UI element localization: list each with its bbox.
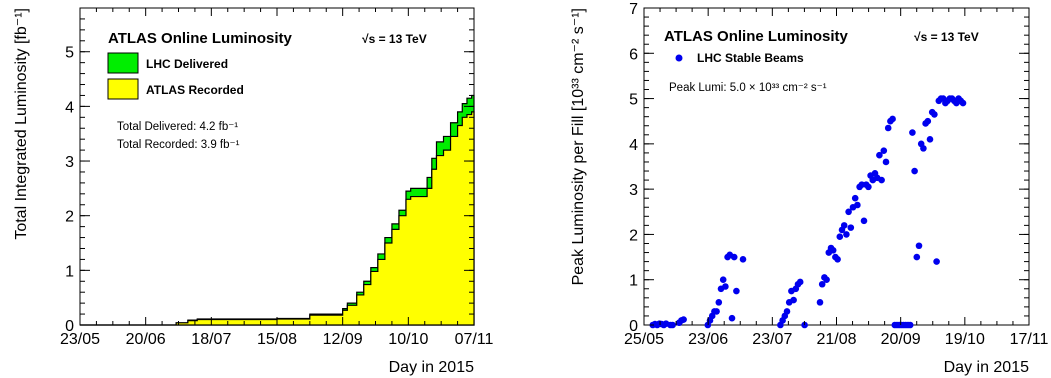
right-x-tick-label: 21/08 xyxy=(816,331,856,348)
legend-swatch-delivered xyxy=(107,52,139,74)
left-axes: 23/05 20/06 18/07 15/08 12/09 10/10 07/11 0 1 2 3 4… xyxy=(60,7,494,348)
legend-swatch-recorded xyxy=(107,78,139,100)
left-y-tick-label: 2 xyxy=(65,209,74,226)
left-y-tick-label: 0 xyxy=(65,318,74,335)
stable-beams-point xyxy=(733,287,740,295)
right-y-tick-label: 6 xyxy=(629,46,638,63)
stable-beams-point xyxy=(713,308,720,315)
left-energy-label: √s = 13 TeV xyxy=(362,32,427,46)
right-y-tick-label: 1 xyxy=(629,273,638,290)
stable-beams-point xyxy=(728,314,736,322)
stable-beams-point xyxy=(836,233,844,240)
left-y-tick-label: 1 xyxy=(65,263,74,280)
stable-beams-point xyxy=(739,256,747,263)
stable-beams-point xyxy=(818,280,826,288)
stable-beams-point xyxy=(906,321,914,329)
stable-beams-point xyxy=(865,183,872,191)
stable-beams-point xyxy=(845,208,852,216)
stable-beams-point xyxy=(931,111,938,118)
stable-beams-point xyxy=(926,136,934,143)
stable-beams-point xyxy=(847,224,855,231)
left-y-tick-label: 3 xyxy=(65,154,74,171)
stable-beams-point xyxy=(840,222,848,229)
right-x-tick-label: 25/05 xyxy=(624,331,664,348)
legend-label-recorded: ATLAS Recorded xyxy=(146,83,244,97)
stable-beams-point xyxy=(854,201,861,209)
right-plot-frame xyxy=(643,7,1030,326)
left-y-tick-label: 4 xyxy=(65,99,74,116)
left-x-tick-label: 10/10 xyxy=(388,331,428,348)
right-x-tick-label: 19/10 xyxy=(945,331,985,348)
left-x-tick-label: 23/05 xyxy=(60,331,100,348)
stable-beams-point xyxy=(959,99,967,107)
recorded-area xyxy=(80,111,475,326)
left-x-axis-title: Day in 2015 xyxy=(389,359,474,376)
stable-beams-point xyxy=(816,299,824,306)
peak-lumi-text: Peak Lumi: 5.0 × 10³³ cm⁻² s⁻¹ xyxy=(669,82,827,94)
right-y-tick-label: 0 xyxy=(629,318,638,335)
total-recorded-text: Total Recorded: 3.9 fb⁻¹ xyxy=(117,139,240,151)
right-chart: 25/05 23/06 23/07 21/08 20/09 19/10 17/11 0 1 2 3 4… xyxy=(570,1,1049,376)
right-y-tick-label: 7 xyxy=(629,1,638,18)
stable-beams-point xyxy=(860,217,868,225)
left-y-tick-label: 5 xyxy=(65,45,74,62)
right-chart-title: ATLAS Online Luminosity xyxy=(664,28,849,45)
stable-beams-point xyxy=(823,276,830,284)
left-x-tick-label: 12/09 xyxy=(323,331,363,348)
stable-beams-point xyxy=(878,176,885,184)
stable-beams-point xyxy=(680,316,687,323)
right-x-tick-label: 17/11 xyxy=(1010,331,1049,348)
left-x-tick-label: 18/07 xyxy=(191,331,231,348)
stable-beams-point xyxy=(719,276,727,284)
stable-beams-point xyxy=(843,231,850,238)
stable-beams-point xyxy=(933,258,940,265)
stable-beams-point xyxy=(924,117,932,125)
right-y-tick-label: 5 xyxy=(629,92,638,109)
right-axes: 25/05 23/06 23/07 21/08 20/09 19/10 17/11 0 1 2 3 4… xyxy=(624,1,1049,348)
stable-beams-point xyxy=(669,321,676,329)
left-x-tick-label: 07/11 xyxy=(455,331,494,348)
stable-beams-point xyxy=(909,129,916,136)
stable-beams-point xyxy=(796,278,804,286)
left-chart: 23/05 20/06 18/07 15/08 12/09 10/10 07/11 0 1 2 3 4… xyxy=(13,7,494,376)
stable-beams-point xyxy=(722,283,729,290)
right-energy-label: √s = 13 TeV xyxy=(914,30,979,44)
stable-beams-point xyxy=(790,296,797,304)
stable-beams-point xyxy=(913,253,921,261)
stable-beams-point xyxy=(882,158,890,166)
stable-beams-point xyxy=(829,246,837,254)
left-x-tick-label: 15/08 xyxy=(257,331,297,348)
stable-beams-point xyxy=(889,115,896,123)
stable-beams-point xyxy=(876,151,883,159)
stable-beams-point xyxy=(884,124,892,132)
stable-beams-point xyxy=(880,147,888,154)
left-area-series xyxy=(80,94,475,326)
legend-label-stable-beams: LHC Stable Beams xyxy=(697,51,804,65)
stable-beams-point xyxy=(715,299,723,306)
right-scatter-series xyxy=(649,95,967,329)
right-y-tick-label: 3 xyxy=(629,182,638,199)
stable-beams-point xyxy=(915,242,923,250)
stable-beams-point xyxy=(783,308,791,315)
right-y-tick-label: 2 xyxy=(629,227,638,244)
stable-beams-point xyxy=(730,253,738,261)
legend-label-delivered: LHC Delivered xyxy=(146,57,228,71)
right-y-tick-label: 4 xyxy=(629,137,638,154)
stable-beams-point xyxy=(920,145,927,152)
left-x-tick-label: 20/06 xyxy=(126,331,166,348)
right-x-tick-label: 23/07 xyxy=(752,331,792,348)
legend-marker-stable-beams xyxy=(675,54,683,62)
right-y-axis-title: Peak Luminosity per Fill [10³³ cm⁻² s⁻¹] xyxy=(570,8,587,285)
stable-beams-point xyxy=(834,256,841,263)
right-x-tick-label: 23/06 xyxy=(688,331,728,348)
right-x-axis-title: Day in 2015 xyxy=(944,359,1029,376)
left-chart-title: ATLAS Online Luminosity xyxy=(108,30,293,47)
left-y-axis-title: Total Integrated Luminosity [fb⁻¹] xyxy=(13,8,30,240)
right-x-tick-label: 20/09 xyxy=(881,331,921,348)
stable-beams-point xyxy=(851,194,859,202)
stable-beams-point xyxy=(911,167,918,175)
total-delivered-text: Total Delivered: 4.2 fb⁻¹ xyxy=(117,121,238,133)
